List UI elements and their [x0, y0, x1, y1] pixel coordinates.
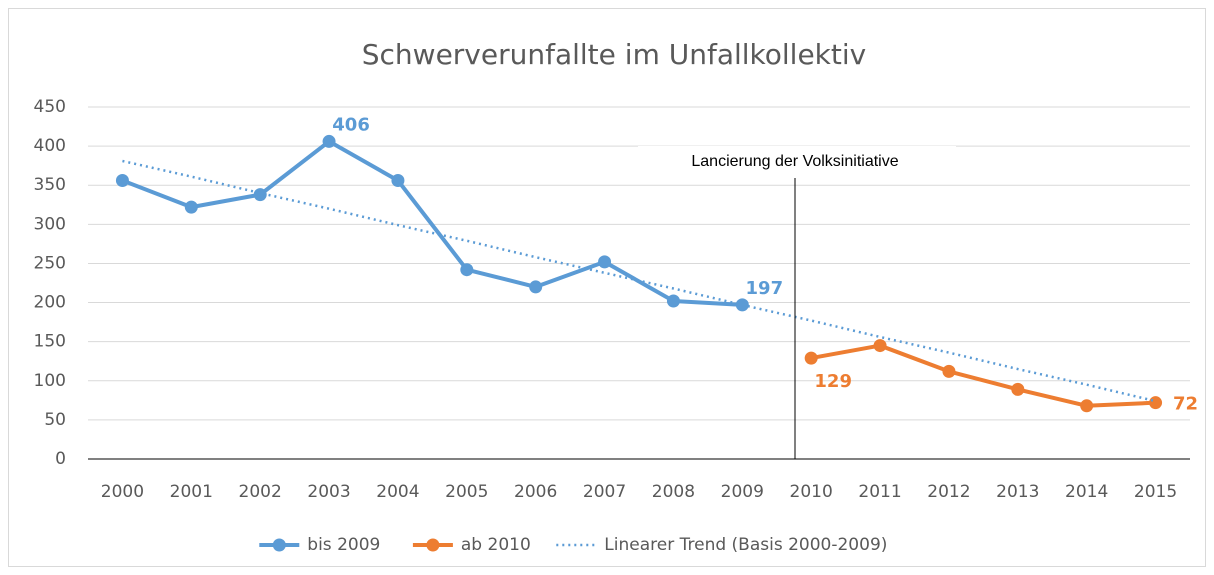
data-label: 197	[746, 278, 784, 299]
data-point	[666, 294, 680, 308]
x-tick-label: 2003	[307, 482, 350, 502]
y-tick-label: 100	[34, 371, 66, 391]
data-point	[1080, 399, 1094, 413]
legend-label: bis 2009	[307, 535, 380, 555]
data-label: 129	[814, 371, 852, 392]
y-tick-label: 200	[34, 293, 66, 313]
data-point	[598, 255, 612, 269]
chart-title: Schwerverunfallte im Unfallkollektiv	[362, 38, 866, 71]
x-tick-label: 2001	[170, 482, 213, 502]
data-point	[804, 351, 818, 365]
data-point	[253, 188, 267, 202]
chart-border	[8, 8, 1206, 567]
y-tick-label: 150	[34, 332, 66, 352]
data-point	[460, 263, 474, 277]
x-tick-label: 2004	[376, 482, 419, 502]
plot-area: 0 50 100 150 200 250 300 350 400 450 2000 2001 2002 2…	[34, 97, 1199, 502]
data-point	[115, 174, 129, 188]
x-tick-label: 2009	[721, 482, 764, 502]
legend-label: Linearer Trend (Basis 2000-2009)	[604, 535, 887, 555]
series-line	[810, 343, 1156, 408]
legend-marker	[426, 538, 440, 552]
x-tick-label: 2008	[652, 482, 695, 502]
y-tick-label: 300	[34, 214, 66, 234]
data-point	[184, 200, 198, 214]
data-point	[873, 339, 887, 353]
trend-line	[122, 159, 1156, 403]
y-tick-label: 0	[55, 449, 66, 469]
legend-marker	[272, 538, 286, 552]
y-tick-label: 450	[34, 97, 66, 117]
x-tick-label: 2015	[1134, 482, 1177, 502]
annotation-box	[638, 146, 956, 178]
data-point	[322, 134, 336, 148]
x-tick-label: 2013	[996, 482, 1039, 502]
data-point	[1011, 382, 1025, 396]
y-tick-label: 50	[44, 410, 66, 430]
x-tick-label: 2011	[858, 482, 901, 502]
y-tick-label: 250	[34, 253, 66, 273]
data-label: 406	[332, 114, 370, 135]
series-line	[121, 139, 743, 307]
legend-label: ab 2010	[461, 535, 531, 555]
x-tick-label: 2006	[514, 482, 557, 502]
x-tick-label: 2012	[927, 482, 970, 502]
y-tick-label: 350	[34, 175, 66, 195]
x-tick-label: 2000	[101, 482, 144, 502]
data-label: 72	[1173, 394, 1198, 415]
y-tick-label: 400	[34, 136, 66, 156]
x-tick-label: 2007	[583, 482, 626, 502]
data-point	[1149, 396, 1163, 410]
data-point	[391, 174, 405, 188]
annotation: Lancierung der Volksinitiative	[691, 153, 898, 170]
x-tick-label: 2005	[445, 482, 488, 502]
x-tick-label: 2010	[790, 482, 833, 502]
data-point	[942, 364, 956, 378]
data-point	[529, 280, 543, 294]
x-tick-label: 2002	[239, 482, 282, 502]
x-tick-label: 2014	[1065, 482, 1108, 502]
